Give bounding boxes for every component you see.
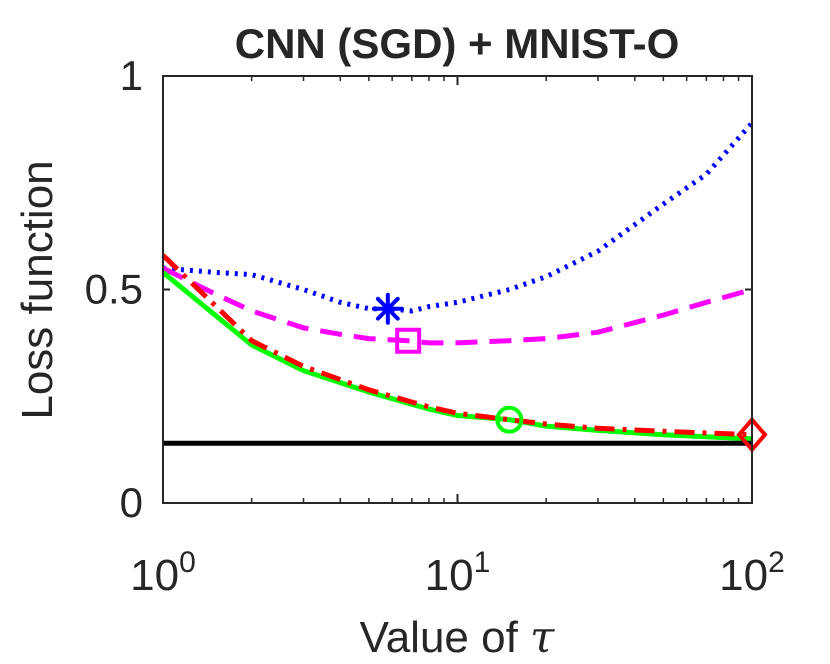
axis-label-layer: 0 0.5 1 100 101 102 xyxy=(85,52,785,600)
plot-background xyxy=(163,76,752,503)
series-line-blue-dotted xyxy=(162,121,754,314)
chart-title: CNN (SGD) + MNIST-O xyxy=(235,20,680,67)
marker-circle-green-solid xyxy=(495,405,524,434)
series-layer xyxy=(161,121,754,446)
marker-square-magenta-dashed xyxy=(395,327,422,354)
tick-layer xyxy=(162,75,753,504)
x-axis-label-symbol: τ xyxy=(530,612,555,663)
x-axis-label: Value of τ xyxy=(360,612,555,663)
series-line-red-dashdot xyxy=(161,253,753,438)
asterisk-stroke xyxy=(375,296,400,321)
x-tick-label: 101 xyxy=(425,546,491,600)
plot-area xyxy=(161,75,768,504)
marker-asterisk-blue-dotted xyxy=(371,292,404,325)
marker-layer xyxy=(371,292,768,453)
y-tick-label: 0.5 xyxy=(85,266,143,313)
series-line-magenta-dashed xyxy=(161,265,753,346)
x-tick-label: 100 xyxy=(130,546,196,600)
y-tick-label: 0 xyxy=(120,479,143,526)
x-tick-label: 102 xyxy=(719,546,785,600)
y-axis-label: Loss function xyxy=(13,160,62,419)
x-axis-label-text: Value of xyxy=(360,613,519,662)
y-tick-label: 1 xyxy=(120,52,143,99)
